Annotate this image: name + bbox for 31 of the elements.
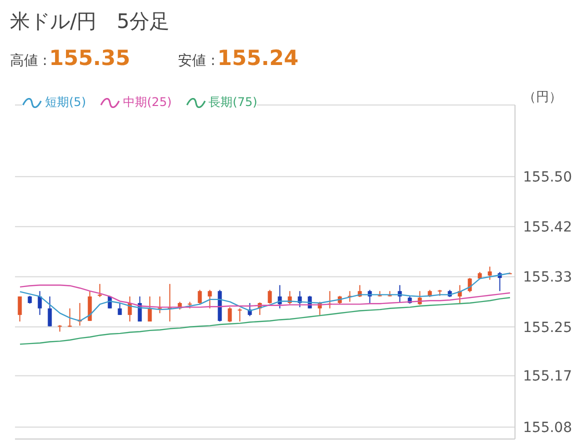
text: 155.35 [49,46,130,70]
y-tick-label: 155.33 [523,270,572,286]
candlestick [48,296,52,327]
legend-label: 中期(25) [122,94,172,111]
legend-label: 短期(5) [44,94,86,111]
y-tick-label: 155.25 [523,320,572,336]
candlestick [268,289,272,304]
candlestick [228,306,232,323]
line-series [19,272,511,322]
candlestick [208,289,212,309]
candlestick [488,266,492,280]
legend-label: 長期(75) [208,94,258,111]
text: 155.24 [217,46,298,70]
candlestick [118,302,122,316]
candlestick [98,283,102,298]
y-tick-label: 155.42 [523,220,572,236]
candlestick [148,296,152,322]
candlestick [158,296,162,314]
text: 高値 : [10,52,48,70]
y-tick-label: 155.50 [523,170,572,186]
text: 安値 : [178,52,216,70]
y-axis-title: （円） [523,89,562,106]
line-series [19,297,511,345]
candlestick [18,296,22,322]
candlestick [38,290,42,316]
candlestick [238,308,242,322]
y-tick-label: 155.08 [523,420,572,436]
y-tick-label: 155.17 [523,368,572,385]
chart-title: 米ドル/円 5分足 [10,8,170,35]
candlestick [68,308,72,328]
candlestick [198,289,202,305]
